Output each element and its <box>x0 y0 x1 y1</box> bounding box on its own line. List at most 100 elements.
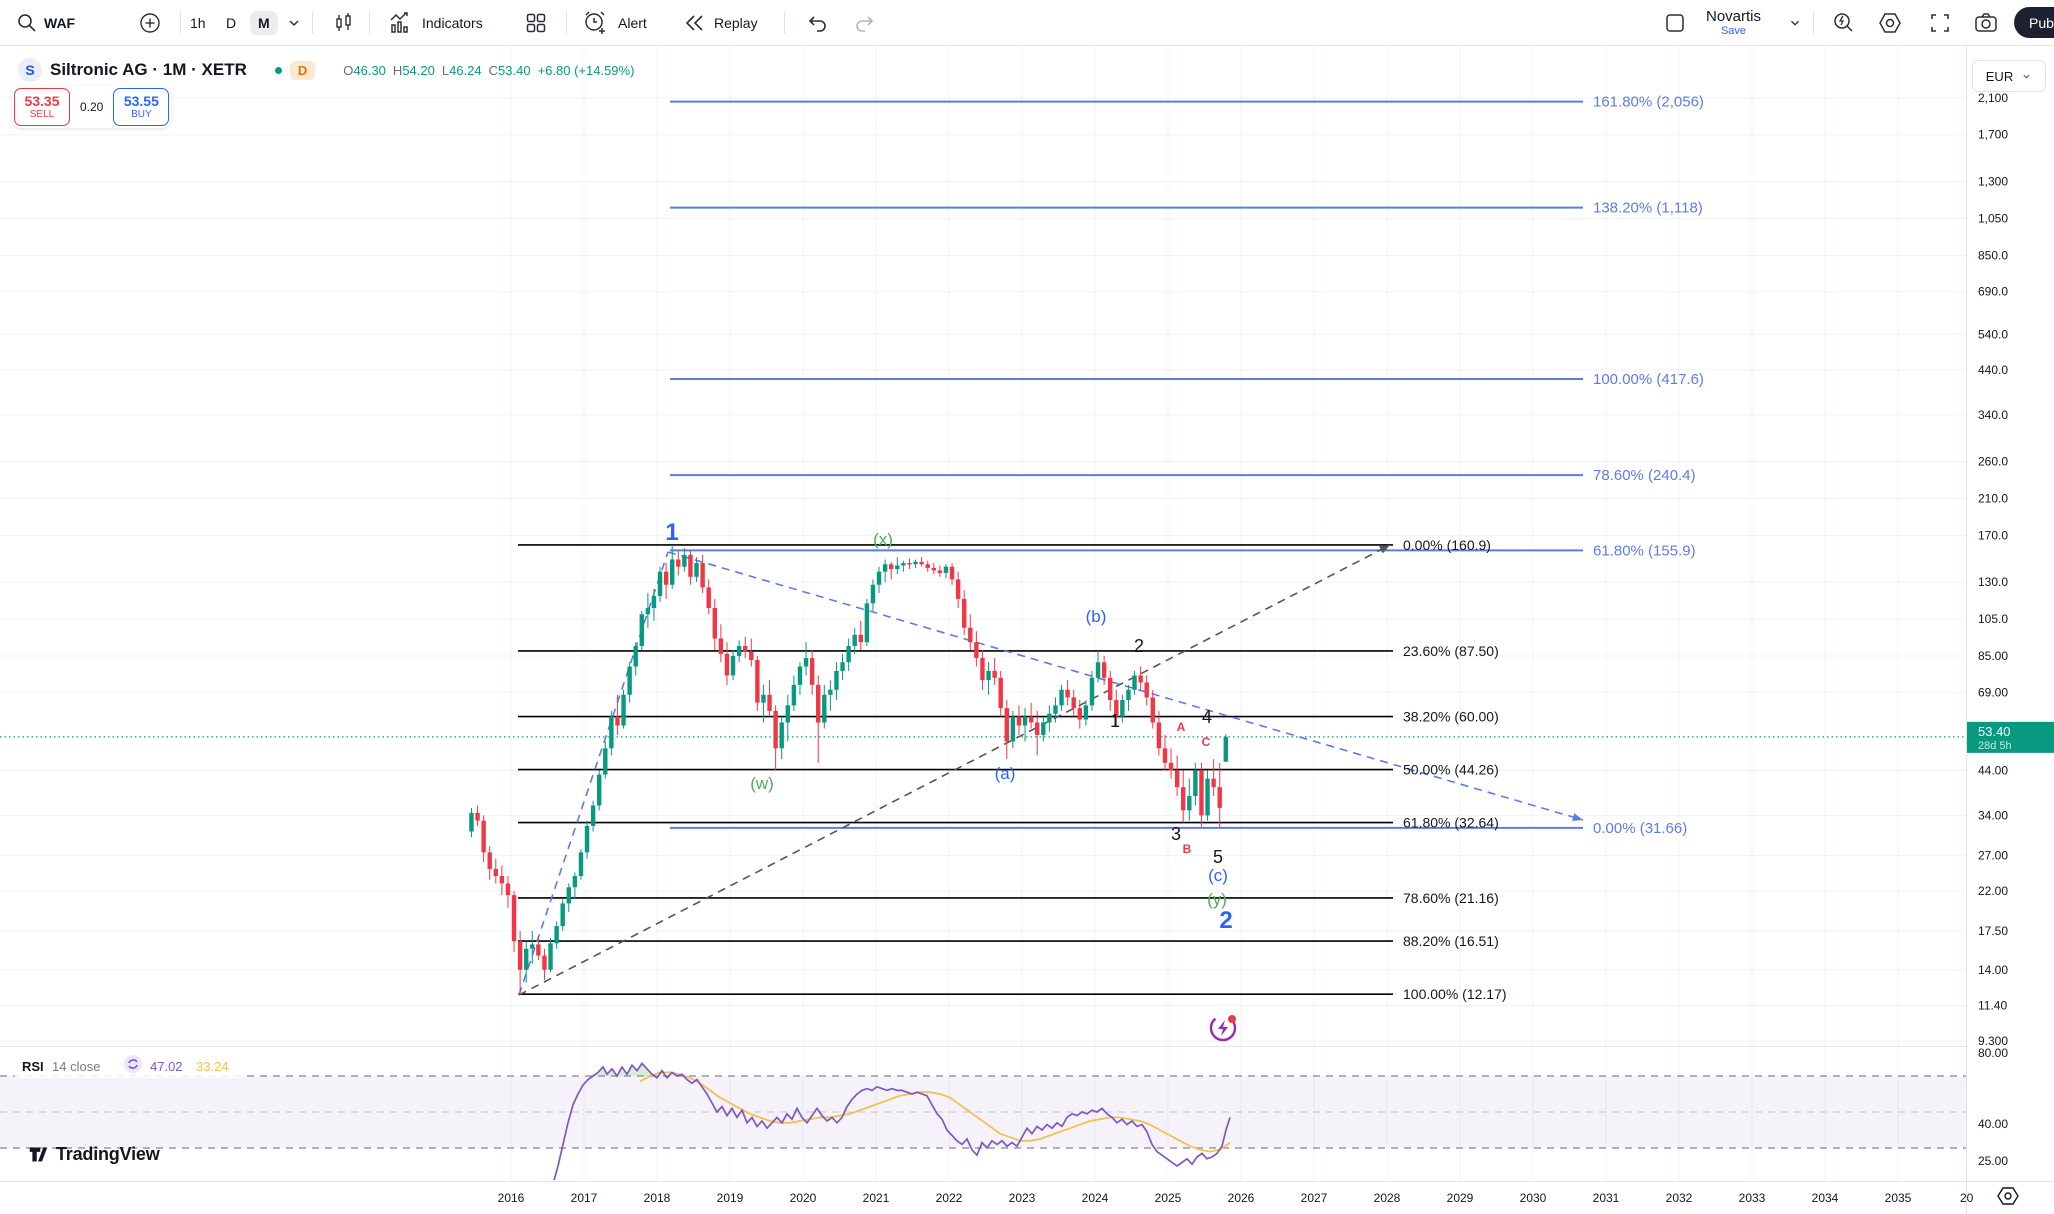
svg-text:440.0: 440.0 <box>1978 363 2008 377</box>
svg-text:14.00: 14.00 <box>1978 963 2008 977</box>
svg-text:40.00: 40.00 <box>1978 1117 2008 1131</box>
layout-name[interactable]: Novartis <box>1706 7 1762 25</box>
chart-style-candles-icon[interactable] <box>332 0 356 45</box>
layout-grid-icon[interactable] <box>524 0 548 45</box>
svg-text:260.0: 260.0 <box>1978 454 2008 468</box>
svg-text:27.00: 27.00 <box>1978 849 2008 863</box>
trendlines[interactable] <box>518 544 1584 996</box>
layout-chevron-down-icon[interactable] <box>1788 0 1802 45</box>
svg-text:2023: 2023 <box>1009 1191 1036 1205</box>
candlestick-series[interactable] <box>469 544 1228 995</box>
svg-text:1,300: 1,300 <box>1978 174 2008 188</box>
buy-button[interactable]: 53.55 BUY <box>113 88 170 126</box>
indicators-icon[interactable] <box>388 0 414 45</box>
redo-icon[interactable] <box>852 0 876 45</box>
svg-text:2: 2 <box>1219 907 1232 934</box>
symbol-legend[interactable]: S Siltronic AG · 1M · XETR D O46.30 H54.… <box>18 56 634 84</box>
watchlist-panel-icon[interactable] <box>1663 0 1687 45</box>
time-axis[interactable]: 2016 2017 2018 2019 2020 2021 2022 2023 2024 2025… <box>498 1187 2019 1205</box>
symbol-title[interactable]: Siltronic AG · 1M · XETR <box>50 60 247 79</box>
svg-text:161.80% (2,056): 161.80% (2,056) <box>1593 94 1704 111</box>
gridlines <box>0 45 1966 1180</box>
change-value: +6.80 (+14.59%) <box>537 62 635 78</box>
svg-text:170.0: 170.0 <box>1978 528 2008 542</box>
svg-text:(c): (c) <box>1208 866 1228 885</box>
svg-text:33.24: 33.24 <box>196 1059 229 1074</box>
svg-text:2: 2 <box>1134 636 1144 656</box>
svg-text:(x): (x) <box>873 530 893 549</box>
svg-text:2028: 2028 <box>1374 1191 1401 1205</box>
layout-selector[interactable]: Novartis Save <box>1706 0 1761 45</box>
currency-selector[interactable]: EUR <box>1972 60 2046 92</box>
undo-icon[interactable] <box>806 0 830 45</box>
svg-text:61.80% (32.64): 61.80% (32.64) <box>1403 815 1499 831</box>
svg-text:2019: 2019 <box>717 1191 744 1205</box>
svg-text:22.00: 22.00 <box>1978 884 2008 898</box>
publish-button[interactable]: Pub <box>2014 7 2054 38</box>
sell-button[interactable]: 53.35 SELL <box>14 88 70 126</box>
quick-search-icon[interactable] <box>1832 0 1856 45</box>
svg-text:80.00: 80.00 <box>1978 1046 2008 1060</box>
event-lightning-icon[interactable] <box>1209 1014 1237 1042</box>
svg-text:61.80% (155.9): 61.80% (155.9) <box>1593 542 1696 559</box>
settings-hexagon-icon[interactable] <box>1877 0 1903 45</box>
svg-text:2022: 2022 <box>936 1191 963 1205</box>
snapshot-camera-icon[interactable] <box>1973 0 1999 45</box>
alert-button[interactable]: Alert <box>618 14 647 31</box>
pane-separator[interactable] <box>0 1046 1966 1047</box>
svg-text:210.0: 210.0 <box>1978 492 2008 506</box>
alert-clock-icon[interactable] <box>582 0 608 45</box>
fib-retracement-black[interactable] <box>518 544 1393 995</box>
interval-1d[interactable]: D <box>226 14 237 31</box>
price-axis[interactable]: 2,100 1,700 1,300 1,050 850.0 690.0 540.0 440.0… <box>1967 91 2054 1168</box>
rsi-legend[interactable]: RSI 14 close 47.02 33.24 <box>14 1054 244 1078</box>
interval-1m-active[interactable]: M <box>250 0 278 45</box>
svg-text:2026: 2026 <box>1228 1191 1255 1205</box>
tradingview-logo[interactable]: TradingView <box>28 1144 160 1165</box>
rsi-refresh-icon[interactable] <box>124 1055 142 1073</box>
svg-text:53.40: 53.40 <box>1978 724 2011 739</box>
svg-text:1: 1 <box>1110 711 1120 731</box>
rsi-band <box>0 1076 1966 1148</box>
svg-text:2031: 2031 <box>1593 1191 1620 1205</box>
interval-1h[interactable]: 1h <box>190 14 206 31</box>
delayed-data-badge[interactable]: D <box>289 60 316 80</box>
svg-text:1,050: 1,050 <box>1978 212 2008 226</box>
svg-text:88.20% (16.51): 88.20% (16.51) <box>1403 933 1499 949</box>
svg-text:C: C <box>1202 735 1211 749</box>
svg-text:2033: 2033 <box>1739 1191 1766 1205</box>
spread-value: 0.20 <box>80 100 104 114</box>
save-button[interactable]: Save <box>1720 24 1747 37</box>
svg-text:0.00% (31.66): 0.00% (31.66) <box>1593 820 1687 837</box>
svg-text:B: B <box>1183 842 1192 856</box>
market-status-dot <box>274 66 282 74</box>
timezone-settings-gear-icon[interactable] <box>1997 1187 2019 1205</box>
svg-text:2034: 2034 <box>1812 1191 1839 1205</box>
svg-text:(b): (b) <box>1086 607 1107 626</box>
svg-text:78.60% (21.16): 78.60% (21.16) <box>1403 890 1499 906</box>
interval-chevron-down-icon[interactable] <box>286 0 302 45</box>
fib-extension-blue[interactable] <box>670 100 1583 829</box>
symbol-search-input[interactable]: WAF <box>44 14 76 31</box>
symbol-search-icon[interactable] <box>16 0 38 45</box>
svg-text:47.02: 47.02 <box>150 1059 183 1074</box>
svg-text:0.00% (160.9): 0.00% (160.9) <box>1403 537 1491 553</box>
tradingview-glyph-icon <box>29 1147 48 1162</box>
svg-text:100.00% (417.6): 100.00% (417.6) <box>1593 371 1704 388</box>
replay-button[interactable]: Replay <box>714 14 758 31</box>
svg-text:2030: 2030 <box>1520 1191 1547 1205</box>
top-toolbar: WAF 1h D M Indicators <box>0 0 2054 46</box>
svg-text:2035: 2035 <box>1885 1191 1912 1205</box>
svg-text:2024: 2024 <box>1082 1191 1109 1205</box>
svg-text:540.0: 540.0 <box>1978 327 2008 341</box>
compare-add-icon[interactable] <box>138 0 162 45</box>
replay-icon[interactable] <box>682 0 708 45</box>
svg-text:78.60% (240.4): 78.60% (240.4) <box>1593 467 1696 484</box>
price-axis-border <box>1966 45 1967 1214</box>
fullscreen-icon[interactable] <box>1928 0 1952 45</box>
indicators-button[interactable]: Indicators <box>422 14 483 31</box>
